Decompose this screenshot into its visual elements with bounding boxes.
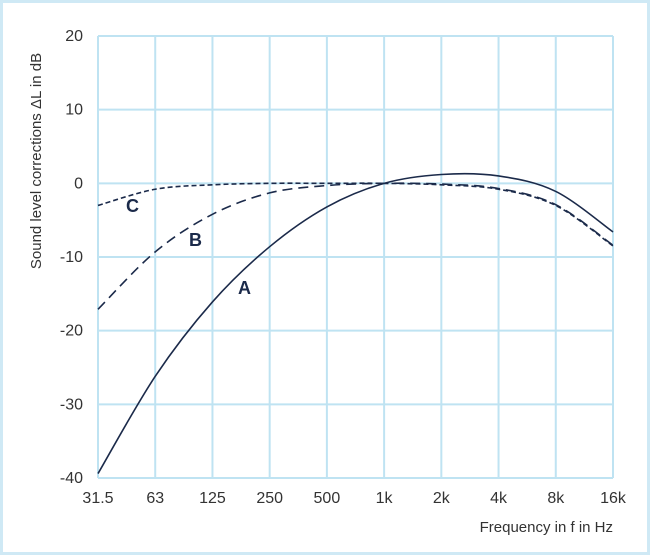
curve-label-c: C [126,196,139,216]
curve-a [97,172,614,474]
x-tick-label: 31.5 [82,490,113,507]
y-axis-label: Sound level corrections ΔL in dB [28,53,45,269]
y-tick-label: -10 [60,249,83,266]
curve-label-a: A [238,278,251,298]
grid [97,35,614,479]
x-axis-label: Frequency in f in Hz [480,519,613,536]
y-tick-label: -20 [60,323,83,340]
chart-svg: 31.5 63 125 250 500 1k 2k 4k 8k 16k 20 10 0 -10 -20 -3… [28,28,627,536]
curves [97,172,614,474]
y-tick-label: 20 [65,28,83,45]
y-tick-label: 0 [74,175,83,192]
x-tick-label: 16k [600,490,627,507]
x-tick-label: 1k [376,490,394,507]
x-tick-label: 63 [146,490,164,507]
curve-label-b: B [189,230,202,250]
curve-c [97,182,614,247]
y-tick-label: -40 [60,470,83,487]
x-tick-labels: 31.5 63 125 250 500 1k 2k 4k 8k 16k [82,490,626,507]
x-tick-label: 250 [256,490,283,507]
y-tick-label: -30 [60,396,83,413]
y-tick-labels: 20 10 0 -10 -20 -30 -40 [60,28,83,487]
x-tick-label: 125 [199,490,226,507]
x-tick-label: 500 [314,490,341,507]
curve-b [97,182,614,310]
x-tick-label: 8k [547,490,565,507]
x-tick-label: 4k [490,490,508,507]
y-tick-label: 10 [65,102,83,119]
x-tick-label: 2k [433,490,451,507]
